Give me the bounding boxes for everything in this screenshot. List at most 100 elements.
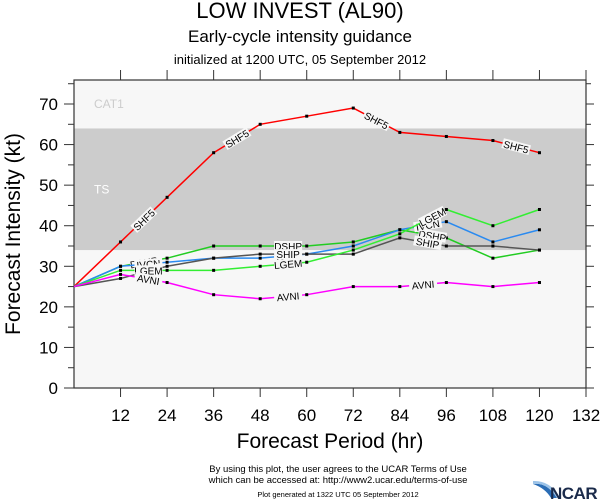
data-point-dshp: [258, 244, 262, 248]
band-cat1: [74, 83, 586, 129]
data-point-dshp: [351, 240, 355, 244]
series-label-dshp: DSHP: [274, 242, 302, 253]
data-point-dshp: [212, 244, 216, 248]
series-label-avni: AVNI: [276, 291, 299, 304]
data-point-lgem: [258, 264, 262, 268]
series-label-bg: [273, 290, 303, 303]
x-tick-label: 12: [111, 406, 130, 425]
data-point-shf5: [537, 151, 541, 155]
band-ts: [74, 128, 586, 251]
data-point-avni: [398, 285, 402, 289]
data-point-ivcn: [258, 256, 262, 260]
band-label-ts: TS: [94, 182, 109, 196]
series-label-bg: [274, 241, 303, 252]
ncar-swoosh-icon: [533, 480, 559, 498]
data-point-dshp: [444, 236, 448, 240]
band-label-cat1: CAT1: [94, 97, 124, 111]
ncar-logo: NCAR: [550, 484, 598, 503]
data-point-lgem: [537, 207, 541, 211]
series-label-bg: [133, 271, 164, 287]
data-point-ivcn: [444, 220, 448, 224]
x-tick-label: 36: [204, 406, 223, 425]
series-label-avni: AVNI: [411, 280, 434, 293]
data-point-ship: [351, 252, 355, 256]
series-label-lgem: LGEM: [134, 266, 162, 277]
plot-frame: [73, 79, 587, 389]
series-label-bg: [501, 138, 531, 155]
data-point-ivcn: [491, 240, 495, 244]
data-point-dshp: [305, 244, 309, 248]
x-tick-label: 120: [525, 406, 553, 425]
data-point-ivcn: [398, 228, 402, 232]
terms-line-1: By using this plot, the user agrees to t…: [209, 464, 467, 475]
data-point-lgem: [491, 224, 495, 228]
data-point-ship: [119, 276, 123, 280]
series-label-bg: [417, 205, 448, 228]
data-point-lgem: [165, 268, 169, 272]
data-point-ship: [537, 248, 541, 252]
init-time: initialized at 1200 UTC, 05 September 20…: [173, 52, 427, 67]
data-point-shf5: [305, 114, 309, 118]
data-point-avni: [491, 285, 495, 289]
data-point-ship: [444, 244, 448, 248]
data-point-shf5: [258, 122, 262, 126]
terms-notice: By using this plot, the user agrees to t…: [188, 464, 488, 486]
data-point-lgem: [351, 248, 355, 252]
data-point-ship: [165, 264, 169, 268]
y-axis-label: Forecast Intensity (kt): [2, 133, 25, 335]
x-tick-label: 72: [344, 406, 363, 425]
series-label-bg: [222, 126, 252, 151]
data-point-shf5: [119, 240, 123, 244]
y-tick-label: 0: [49, 379, 58, 398]
y-tick-label: 40: [39, 217, 58, 236]
data-point-avni: [258, 297, 262, 301]
series-label-bg: [134, 265, 163, 276]
series-label-bg: [130, 206, 158, 233]
chart-title: LOW INVEST (AL90): [196, 0, 404, 23]
data-point-ivcn: [119, 264, 123, 268]
data-point-avni: [537, 281, 541, 285]
y-tick-label: 10: [39, 338, 58, 357]
data-point-lgem: [119, 268, 123, 272]
y-tick-label: 70: [39, 95, 58, 114]
data-point-ship: [491, 244, 495, 248]
data-point-shf5: [398, 130, 402, 134]
data-point-dshp: [491, 256, 495, 260]
data-point-ship: [305, 252, 309, 256]
series-label-bg: [274, 249, 303, 260]
series-label-bg: [408, 278, 438, 291]
data-point-ivcn: [351, 244, 355, 248]
terms-line-2: which can be accessed at: http://www2.uc…: [208, 475, 468, 486]
data-point-avni: [444, 281, 448, 285]
data-point-ship: [212, 256, 216, 260]
y-tick-label: 20: [39, 298, 58, 317]
data-point-lgem: [444, 207, 448, 211]
data-point-avni: [119, 272, 123, 276]
data-point-shf5: [165, 195, 169, 199]
x-axis-label: Forecast Period (hr): [237, 430, 424, 453]
data-point-shf5: [444, 134, 448, 138]
series-label-bg: [413, 235, 443, 251]
data-point-shf5: [491, 139, 495, 143]
x-tick-label: 48: [251, 406, 270, 425]
series-label-lgem: LGEM: [274, 259, 303, 272]
x-tick-label: 60: [297, 406, 316, 425]
x-tick-label: 24: [158, 406, 177, 425]
series-label-avni: AVNI: [136, 273, 160, 288]
data-point-ivcn: [537, 228, 541, 232]
x-tick-label: 132: [572, 406, 600, 425]
series-label-ship: SHIP: [276, 250, 300, 261]
data-point-avni: [305, 293, 309, 297]
generated-time: Plot generated at 1322 UTC 05 September …: [257, 490, 419, 499]
x-tick-label: 96: [437, 406, 456, 425]
data-point-shf5: [212, 151, 216, 155]
data-point-lgem: [398, 232, 402, 236]
series-label-bg: [273, 257, 303, 271]
data-point-ship: [398, 236, 402, 240]
data-point-ship: [258, 252, 262, 256]
data-point-lgem: [305, 260, 309, 264]
x-tick-label: 84: [390, 406, 409, 425]
data-point-avni: [212, 293, 216, 297]
series-label-ship: SHIP: [415, 237, 440, 252]
